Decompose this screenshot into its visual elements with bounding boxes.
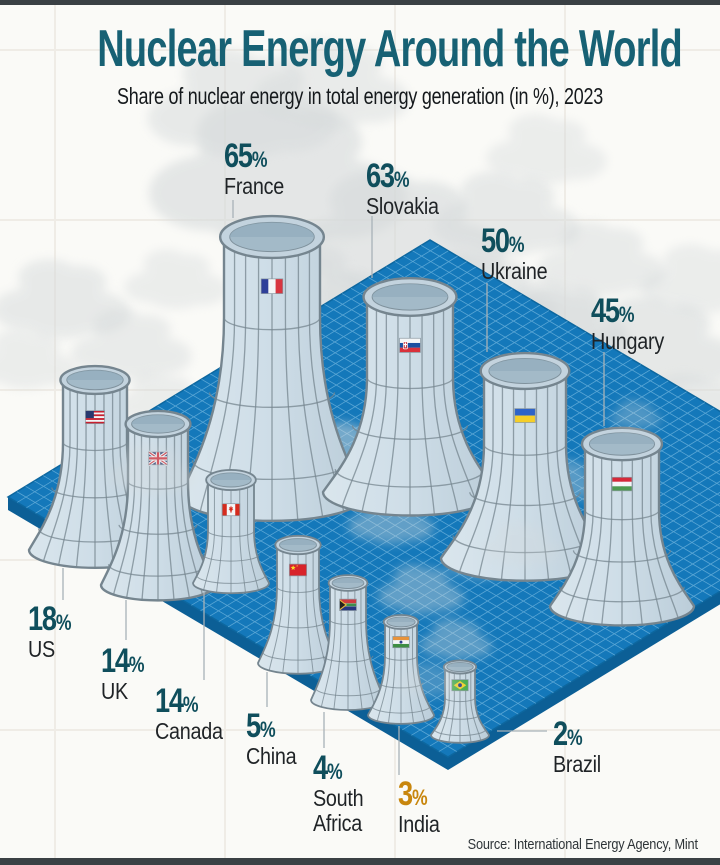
- tower-hungary: [548, 426, 696, 627]
- flag-us: [85, 410, 105, 425]
- steam-cloud: [433, 171, 580, 256]
- steam-cloud: [0, 259, 131, 339]
- steam-cloud: [0, 329, 78, 389]
- flag-cn: [288, 563, 308, 577]
- page-subtitle: Share of nuclear energy in total energy …: [117, 82, 603, 109]
- flag-ca: [221, 503, 241, 517]
- flag-hu: [611, 476, 633, 492]
- source-note: Source: International Energy Agency, Min…: [467, 836, 698, 853]
- flag-sk: [399, 337, 421, 353]
- header: Nuclear Energy Around the World Share of…: [0, 0, 720, 110]
- tower-china: [257, 534, 339, 675]
- steam-cloud: [419, 618, 492, 661]
- steam-cloud: [71, 309, 192, 379]
- steam-cloud: [486, 114, 607, 184]
- steam-cloud: [378, 564, 464, 614]
- flag-fr: [260, 278, 284, 294]
- steam-cloud: [124, 249, 228, 309]
- steam-cloud: [482, 522, 560, 567]
- steam-cloud: [108, 444, 194, 494]
- top-accent-bar: [0, 0, 720, 5]
- steam-clouds-front: [108, 399, 662, 697]
- steam-cloud: [641, 244, 720, 314]
- leader-lines: [62, 200, 605, 775]
- flag-ua: [514, 408, 536, 423]
- flag-za: [339, 598, 357, 611]
- tower-canada: [192, 469, 270, 595]
- tower-india: [367, 614, 435, 725]
- steam-cloud: [400, 662, 461, 697]
- flag-in: [392, 636, 410, 649]
- steam-cloud: [609, 399, 662, 430]
- page-title: Nuclear Energy Around the World: [97, 20, 683, 78]
- steam-cloud: [254, 39, 410, 129]
- bottom-accent-bar: [0, 858, 720, 865]
